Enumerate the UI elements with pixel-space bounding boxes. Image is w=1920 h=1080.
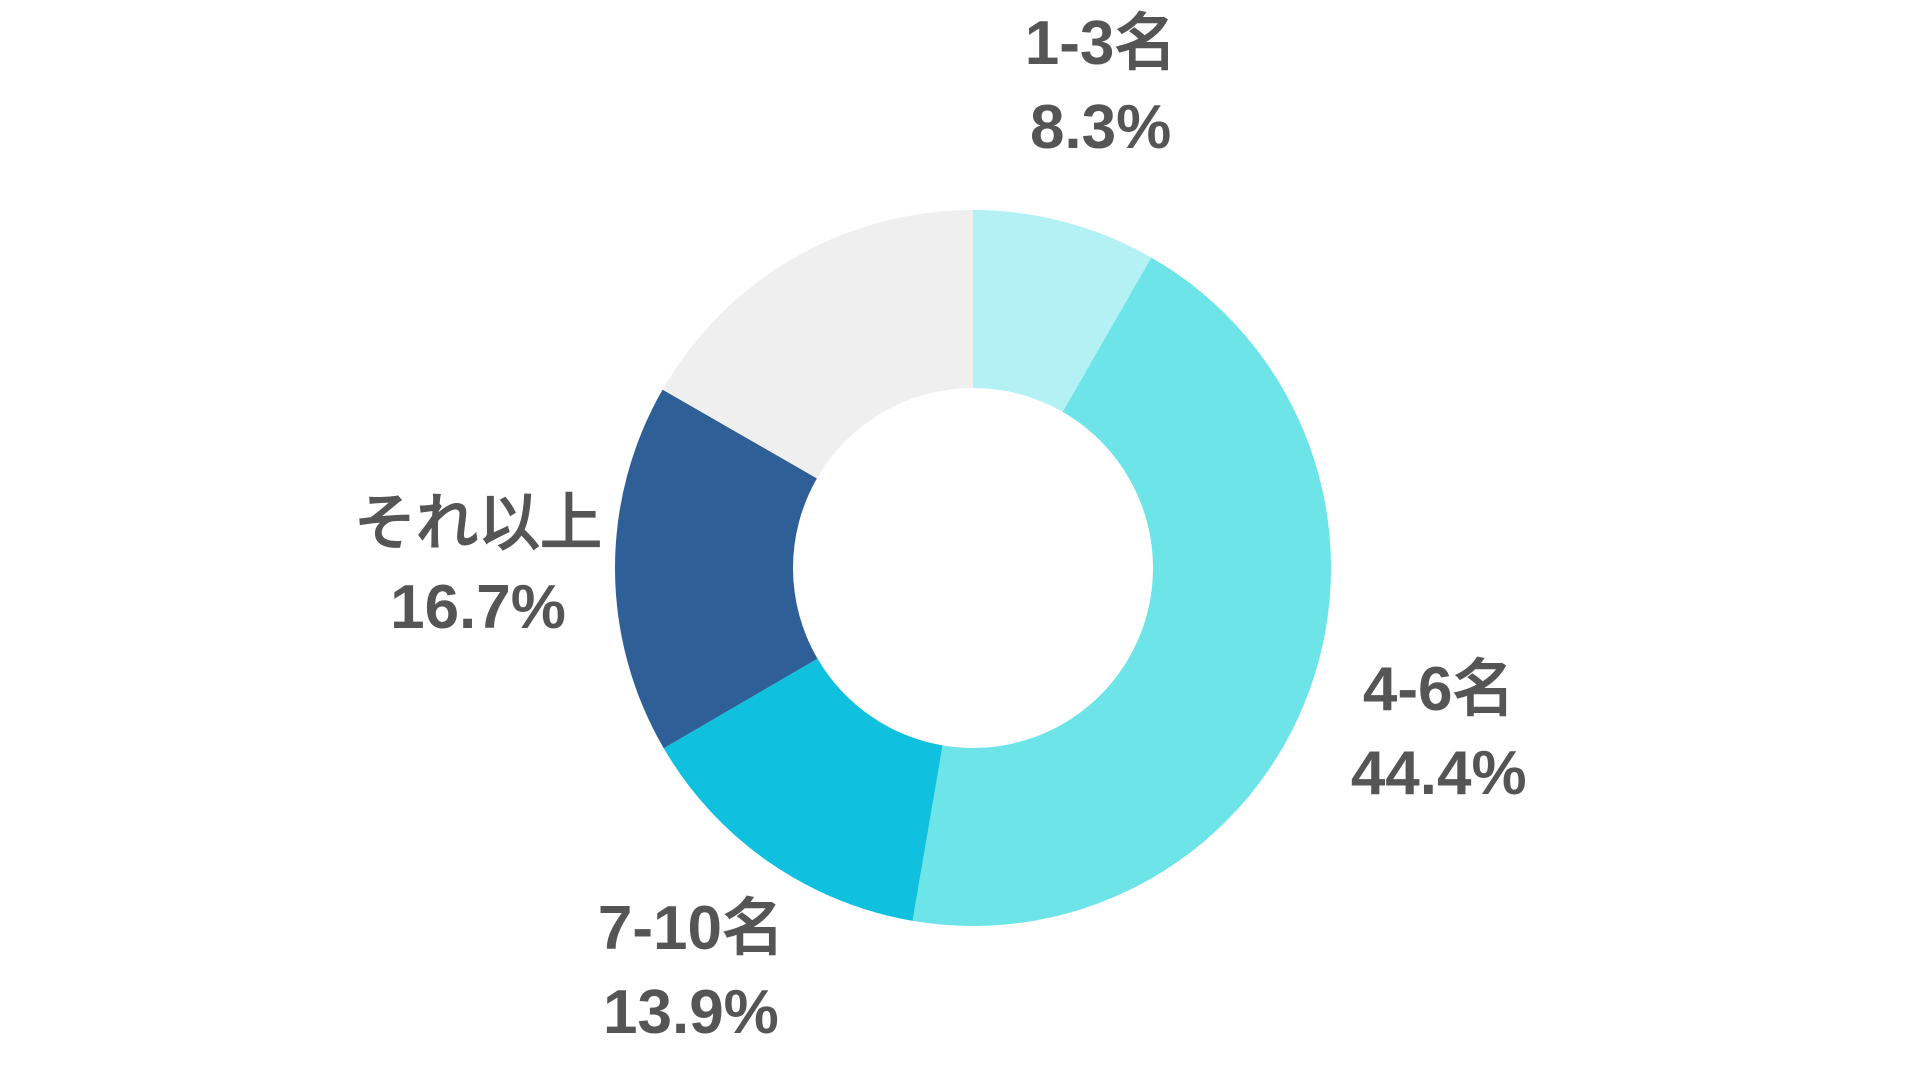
slice-value-label: 16.7%: [390, 573, 566, 642]
slice-value-label: 13.9%: [603, 978, 779, 1047]
slice-label: それ以上: [354, 489, 602, 558]
slice-label: 1-3名: [1025, 9, 1177, 78]
donut-slice: [615, 389, 818, 749]
donut-slice: [912, 257, 1331, 926]
slice-label: 4-6名: [1363, 655, 1515, 724]
donut-slice: [662, 210, 973, 479]
slice-value-label: 8.3%: [1030, 93, 1171, 162]
slice-label: 7-10名: [598, 894, 784, 963]
donut-slice: [973, 210, 1152, 412]
donut-slice: [663, 658, 943, 921]
slice-value-label: 44.4%: [1351, 739, 1527, 808]
